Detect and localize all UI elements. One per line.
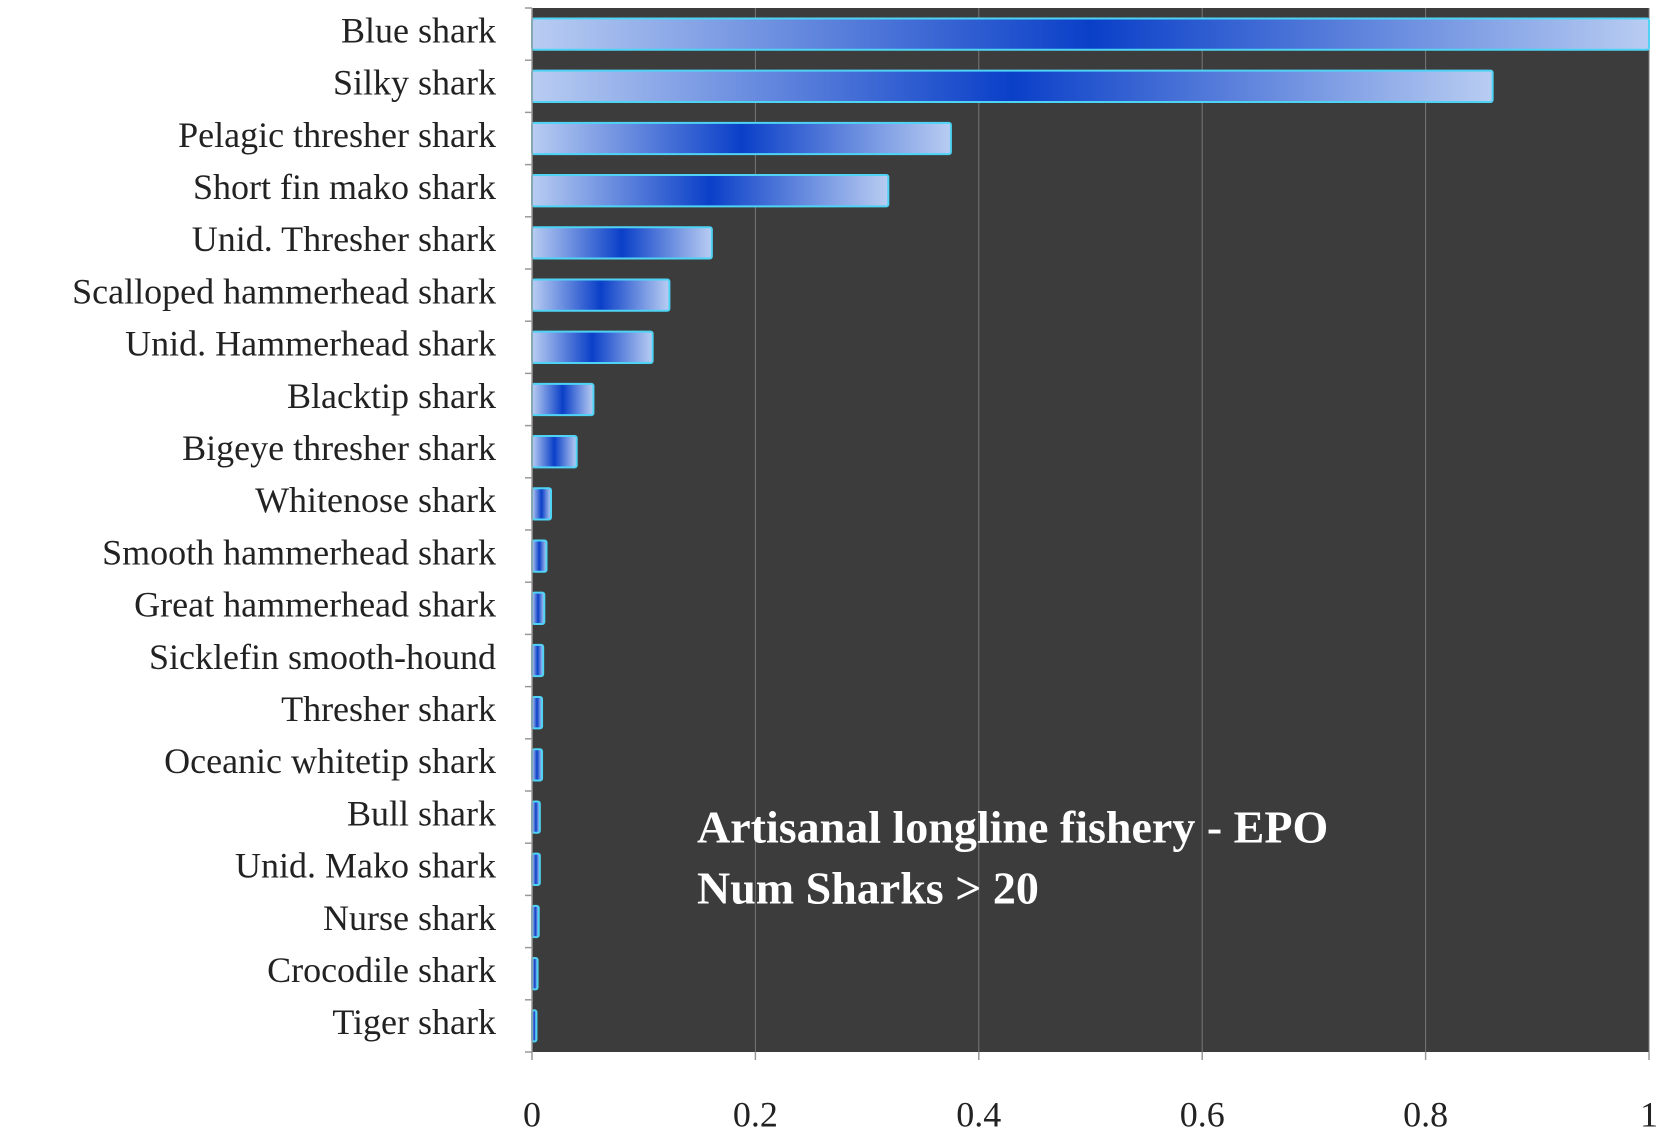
y-tick-label: Smooth hammerhead shark — [102, 532, 496, 572]
y-tick-label: Thresher shark — [281, 689, 496, 729]
x-tick-label: 0.4 — [956, 1094, 1001, 1134]
y-tick-label: Blacktip shark — [287, 376, 496, 416]
x-tick-label: 1 — [1640, 1094, 1658, 1134]
y-tick-label: Oceanic whitetip shark — [164, 741, 496, 781]
bar — [531, 382, 595, 417]
bar — [531, 487, 552, 521]
y-tick-label: Unid. Hammerhead shark — [125, 324, 496, 364]
y-tick-label: Unid. Mako shark — [235, 846, 496, 886]
x-tick-label: 0.2 — [733, 1094, 778, 1134]
bar — [531, 800, 541, 834]
bar — [531, 174, 890, 208]
y-tick-label: Pelagic thresher shark — [178, 115, 496, 155]
bar — [531, 748, 544, 782]
x-tick-label: 0.6 — [1180, 1094, 1225, 1134]
bar — [531, 17, 1650, 51]
bar — [531, 435, 578, 469]
y-tick-label: Short fin mako shark — [193, 167, 496, 207]
bar — [531, 696, 544, 730]
x-tick-label: 0 — [523, 1094, 541, 1134]
bar — [531, 957, 539, 991]
x-tick-label: 0.8 — [1403, 1094, 1448, 1134]
y-tick-label: Crocodile shark — [267, 950, 496, 990]
bar — [531, 852, 541, 886]
y-tick-label: Unid. Thresher shark — [192, 219, 496, 259]
y-tick-label: Nurse shark — [323, 898, 496, 938]
annotation: Artisanal longline fishery - EPO — [697, 802, 1328, 853]
y-tick-label: Bull shark — [347, 793, 496, 833]
y-tick-label: Great hammerhead shark — [134, 585, 496, 625]
y-tick-label: Silky shark — [333, 63, 496, 103]
y-tick-label: Scalloped hammerhead shark — [72, 271, 496, 311]
bar — [531, 226, 713, 260]
y-tick-label: Sicklefin smooth-hound — [149, 637, 496, 677]
bar — [531, 121, 952, 156]
y-tick-label: Tiger shark — [332, 1002, 496, 1042]
y-tick-label: Whitenose shark — [255, 480, 496, 520]
y-tick-label: Bigeye thresher shark — [182, 428, 496, 468]
bar — [531, 591, 546, 625]
bar — [531, 904, 540, 939]
y-tick-label: Blue shark — [341, 10, 496, 50]
annotation: Num Sharks > 20 — [697, 863, 1039, 914]
bar — [531, 278, 671, 312]
bar — [531, 330, 654, 364]
bar — [531, 539, 548, 573]
bar — [531, 643, 545, 678]
bar — [531, 69, 1494, 103]
